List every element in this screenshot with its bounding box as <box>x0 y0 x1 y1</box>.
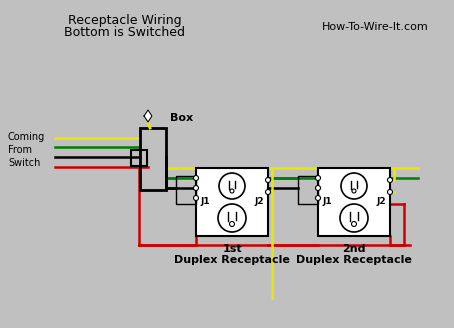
Circle shape <box>340 204 368 232</box>
Circle shape <box>341 173 367 199</box>
Circle shape <box>193 195 198 200</box>
Circle shape <box>266 177 271 182</box>
Circle shape <box>219 173 245 199</box>
Text: How-To-Wire-It.com: How-To-Wire-It.com <box>321 22 429 32</box>
Circle shape <box>388 177 393 182</box>
Circle shape <box>230 221 235 227</box>
Text: 1st: 1st <box>222 244 242 254</box>
Circle shape <box>266 190 271 195</box>
Bar <box>196 168 268 236</box>
Circle shape <box>316 175 321 180</box>
Bar <box>318 168 390 236</box>
Circle shape <box>193 186 198 191</box>
Text: Receptacle Wiring: Receptacle Wiring <box>68 14 182 27</box>
Circle shape <box>352 189 356 193</box>
Circle shape <box>316 186 321 191</box>
Circle shape <box>388 190 393 195</box>
Bar <box>131 150 147 166</box>
Circle shape <box>193 175 198 180</box>
Circle shape <box>351 221 356 227</box>
Text: J2: J2 <box>254 197 264 207</box>
Bar <box>140 128 166 190</box>
Circle shape <box>230 189 234 193</box>
Polygon shape <box>144 110 152 122</box>
Text: Bottom is Switched: Bottom is Switched <box>64 26 186 39</box>
Text: 2nd: 2nd <box>342 244 366 254</box>
Text: J1: J1 <box>200 197 210 207</box>
Circle shape <box>316 195 321 200</box>
Text: Coming
From
Switch: Coming From Switch <box>8 132 45 168</box>
Text: J2: J2 <box>376 197 386 207</box>
Text: Box: Box <box>170 113 193 123</box>
Text: J1: J1 <box>322 197 331 207</box>
Bar <box>298 176 318 204</box>
Bar <box>176 176 196 204</box>
Text: Duplex Receptacle: Duplex Receptacle <box>174 255 290 265</box>
Circle shape <box>218 204 246 232</box>
Text: Duplex Receptacle: Duplex Receptacle <box>296 255 412 265</box>
